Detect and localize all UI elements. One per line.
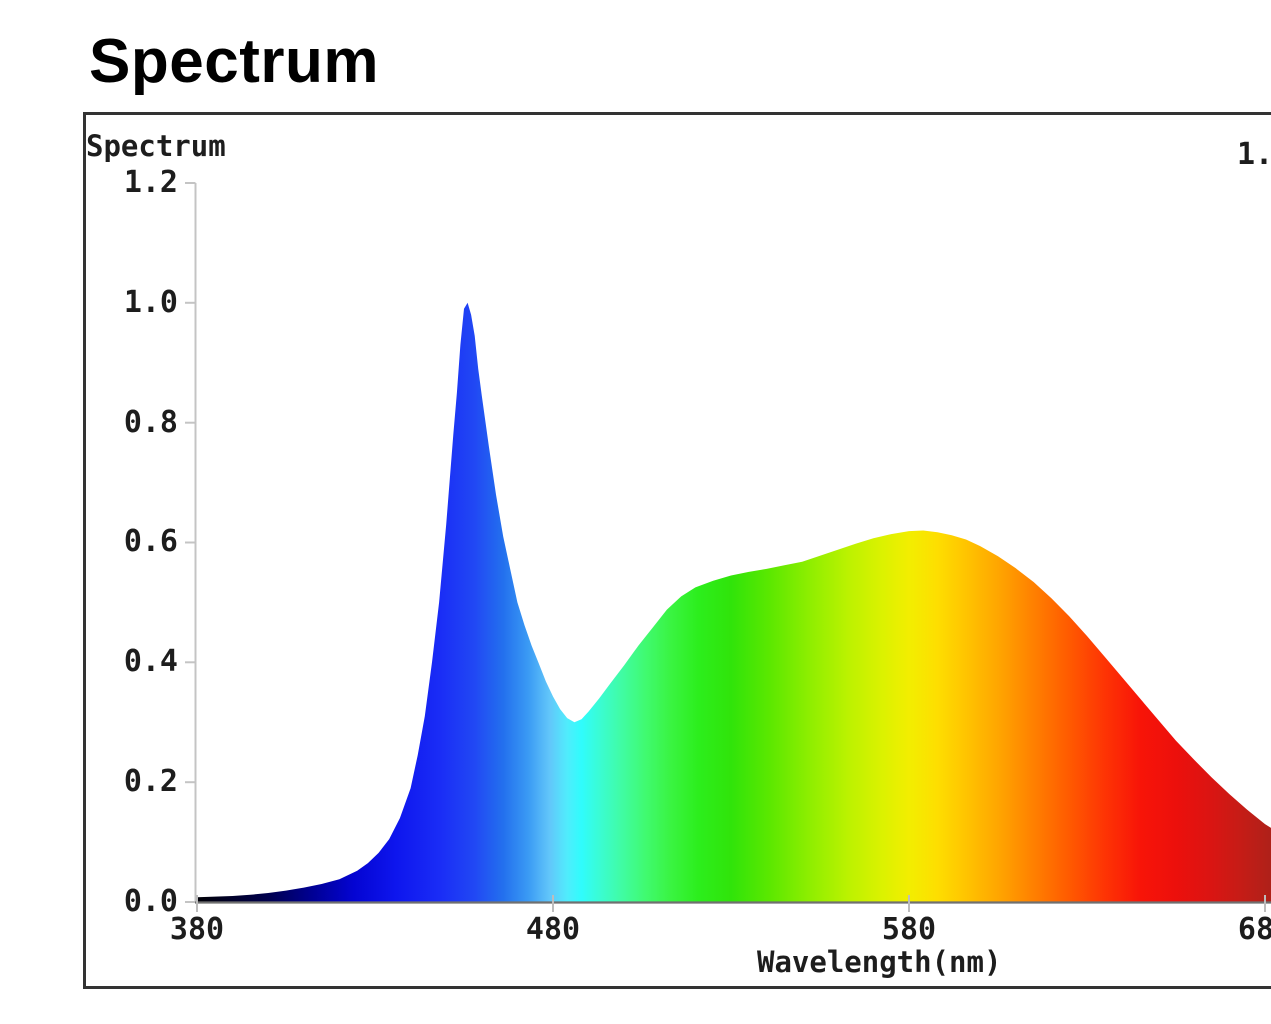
y-tick-label: 0.2 <box>123 764 178 799</box>
y-tick-label: 0.0 <box>123 884 178 919</box>
x-tick-label: 380 <box>169 912 225 947</box>
x-tick-label: 580 <box>881 912 937 947</box>
corner-clipped-label: 1. <box>1237 137 1271 172</box>
x-tick-label: 680 <box>1237 912 1271 947</box>
spectrum-area <box>197 302 1271 902</box>
x-axis-label: Wavelength(nm) <box>757 945 1002 979</box>
y-tick-label: 1.0 <box>123 285 178 320</box>
y-tick-label: 0.4 <box>123 644 178 679</box>
x-tick-label: 480 <box>525 912 581 947</box>
page-title: Spectrum <box>89 27 379 96</box>
chart-inner-title: Spectrum <box>86 129 226 163</box>
y-tick-label: 0.6 <box>123 524 178 559</box>
y-tick-label: 1.2 <box>123 165 178 200</box>
y-tick-label: 0.8 <box>123 405 178 440</box>
